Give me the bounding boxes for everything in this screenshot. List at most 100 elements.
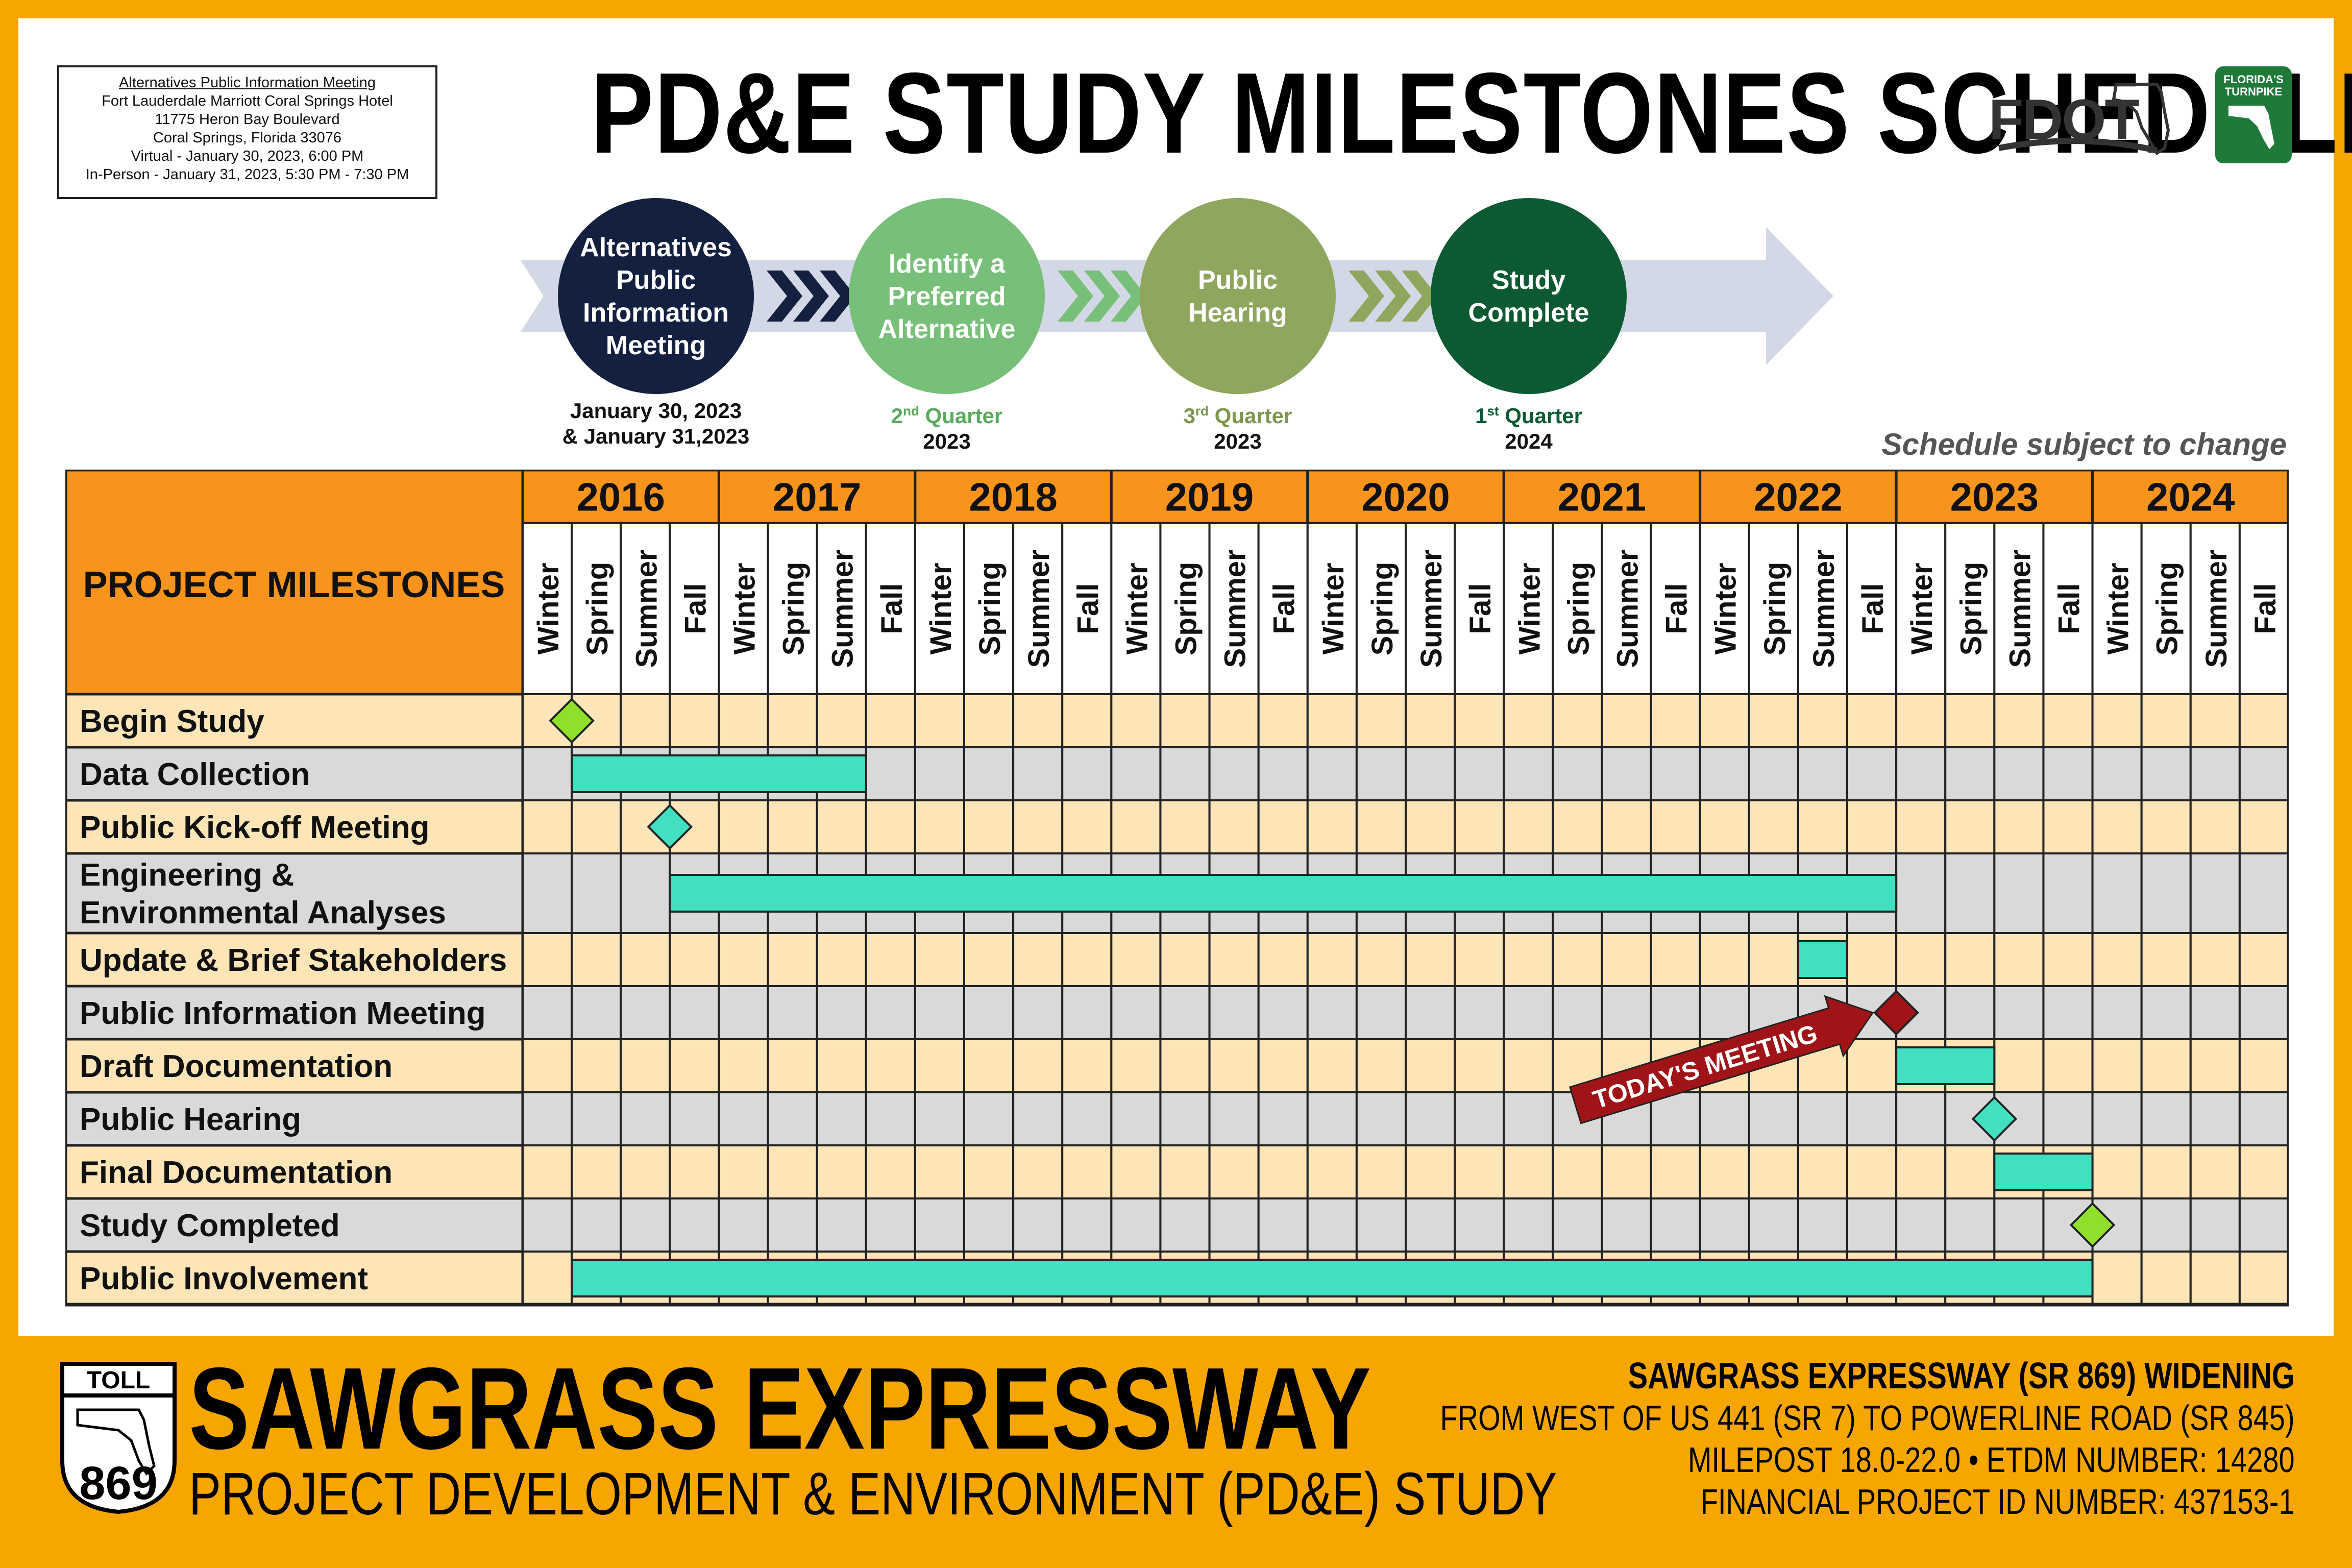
grid-cell [522,852,573,934]
grid-cell [1208,799,1260,854]
timeline-chevron [1111,271,1146,322]
footer-info-line-1: SAWGRASS EXPRESSWAY (SR 869) WIDENING [1628,1356,2295,1396]
season-cell [1846,522,1898,695]
grid-cell [1012,932,1064,987]
grid-cell [816,932,867,987]
grid-cell [1208,932,1260,987]
stage-label: Hearing [1188,298,1287,328]
season-label: Fall [2053,583,2086,634]
grid-cell [914,799,966,854]
grid-cell [1699,932,1750,987]
grid-cell [2189,1091,2241,1146]
grid-cell [2238,932,2289,987]
milestone-timeline: AlternativesPublicInformationMeetingIden… [521,198,1833,394]
grid-cell [1699,693,1750,748]
grid-cell [2140,746,2192,801]
grid-cell [522,1038,573,1093]
grid-cell [2042,799,2094,854]
timeline-chevron [1058,271,1093,322]
grid-cell [1454,799,1505,854]
grid-cell [669,1144,720,1199]
stage-label: Alternative [878,314,1016,344]
grid-cell [1895,852,1947,934]
grid-cell [522,932,573,987]
stage-label: Public [1198,265,1278,295]
grid-cell [1650,1144,1701,1199]
grid-cell [914,932,966,987]
season-label: Winter [2102,563,2135,655]
grid-cell [2189,985,2241,1040]
grid-cell [2140,1091,2192,1146]
grid-cell [1454,746,1505,801]
stage-date: January 30, 2023 & January 31,2023 [528,398,783,449]
season-cell [1159,522,1211,695]
stage-circle [1140,198,1336,394]
grid-cell [1797,746,1849,801]
grid-cell [914,746,966,801]
season-label: Fall [1071,583,1105,634]
grid-cell [1944,746,1996,801]
stage-circles: AlternativesPublicInformationMeetingIden… [558,198,1627,394]
milestone-diamond [1873,990,1919,1036]
grid-cell [1208,746,1260,801]
season-cell [2238,522,2289,695]
grid-cell [1601,1197,1652,1253]
grid-cell [1503,1038,1554,1093]
season-cell [2042,522,2094,695]
grid-cell [1061,1038,1113,1093]
grid-cell [865,799,916,854]
milestone-name: Draft Documentation [80,1049,393,1084]
grid-cell [1306,932,1358,987]
season-label: Winter [532,563,565,655]
season-cell [963,522,1015,695]
grid-cell [2042,746,2094,801]
year-label: 2024 [2146,475,2235,520]
stage-date-line-1: 2nd Quarter [891,403,1003,428]
grid-cell [1797,799,1849,854]
year-label: 2021 [1558,475,1647,520]
grid-cell [1306,985,1358,1040]
season-label: Winter [1709,563,1743,655]
grid-cell [2042,985,2094,1040]
grid-cell [2140,1197,2192,1253]
grid-cell [1405,932,1456,987]
grid-cell [2238,746,2289,801]
grid-cell [1846,932,1898,987]
grid-cell [1650,746,1701,801]
grid-cell [1257,932,1309,987]
grid-cell [1257,693,1309,748]
grid-cell [1454,932,1505,987]
grid-cell [718,1197,769,1253]
grid-cell [816,985,867,1040]
grid-cell [1993,693,2045,748]
grid-cell [1650,985,1701,1040]
grid-cell [816,693,867,748]
grid-cell [2042,693,2094,748]
grid-cell [767,1144,818,1199]
grid-cell [1846,1144,1898,1199]
grid-cell [1601,985,1652,1040]
season-label: Winter [1317,563,1350,655]
season-label: Fall [1856,583,1890,634]
chart-border [65,470,2289,1307]
grid-cell [1993,985,2045,1040]
season-label: Summer [1022,549,1056,668]
grid-cell [620,932,671,987]
season-label: Winter [1120,563,1154,655]
footer-info-line-4: FINANCIAL PROJECT ID NUMBER: 437153-1 [1701,1482,2295,1522]
grid-cell [522,1091,573,1146]
season-cell [1110,522,1162,695]
grid-cell [2189,746,2241,801]
grid-cell [522,985,573,1040]
grid-cell [1061,799,1113,854]
grid-cell [1257,985,1309,1040]
season-cell [1748,522,1799,695]
season-label: Winter [924,563,958,655]
grid-cell [718,693,769,748]
grid-cell [1159,985,1211,1040]
year-label: 2023 [1950,475,2039,520]
grid-cell [963,693,1015,748]
grid-cell [718,985,769,1040]
grid-cell [1503,1091,1554,1146]
grid-cell [1355,1091,1407,1146]
